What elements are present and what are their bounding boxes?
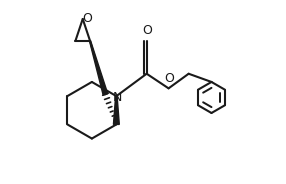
Text: O: O (164, 72, 174, 85)
Text: O: O (143, 24, 152, 37)
Polygon shape (90, 41, 108, 95)
Text: O: O (82, 12, 92, 24)
Text: N: N (113, 91, 122, 104)
Polygon shape (114, 96, 119, 124)
